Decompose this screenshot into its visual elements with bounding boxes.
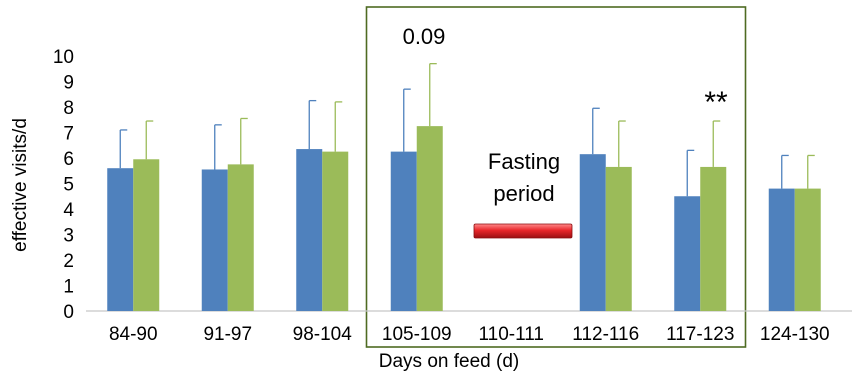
y-tick-label: 7 <box>63 124 74 145</box>
x-tick-label: 117-123 <box>666 324 734 345</box>
y-tick-label: 9 <box>63 73 74 94</box>
x-axis-title: Days on feed (d) <box>379 351 519 372</box>
y-tick-label: 2 <box>63 251 74 272</box>
bar <box>700 166 727 311</box>
bar <box>227 164 254 311</box>
bar <box>605 166 632 311</box>
p-value-annotation: 0.09 <box>403 24 446 49</box>
x-tick-label: 98-104 <box>293 324 353 345</box>
x-tick-label: 105-109 <box>382 324 452 345</box>
bar <box>794 188 821 311</box>
bar <box>416 126 443 311</box>
x-tick-label: 124-130 <box>760 324 830 345</box>
y-tick-label: 0 <box>63 302 74 323</box>
y-tick-label: 6 <box>63 149 74 170</box>
fasting-period-marker <box>473 223 573 239</box>
x-tick-label: 91-97 <box>203 324 252 345</box>
significance-annotation: ** <box>704 86 728 119</box>
bar <box>768 188 795 311</box>
highlight-box <box>365 6 747 348</box>
bar <box>201 169 228 311</box>
y-tick-label: 3 <box>63 226 74 247</box>
y-tick-label: 10 <box>53 47 74 68</box>
bar <box>579 154 606 311</box>
bar <box>674 196 701 311</box>
x-tick-label: 84-90 <box>109 324 158 345</box>
bar <box>133 159 160 311</box>
fasting-label-line1: Fasting <box>488 149 560 174</box>
y-axis-title: effective visits/d <box>10 118 31 252</box>
x-tick-label: 110-111 <box>479 324 545 345</box>
y-tick-label: 5 <box>63 175 74 196</box>
bar <box>296 149 323 311</box>
bar <box>390 151 417 311</box>
y-tick-label: 1 <box>63 277 74 298</box>
bar <box>322 151 349 311</box>
y-tick-label: 4 <box>63 200 74 221</box>
x-tick-label: 112-116 <box>572 324 639 345</box>
fasting-label-line2: period <box>493 181 554 206</box>
y-tick-label: 8 <box>63 98 74 119</box>
bar <box>107 168 134 311</box>
